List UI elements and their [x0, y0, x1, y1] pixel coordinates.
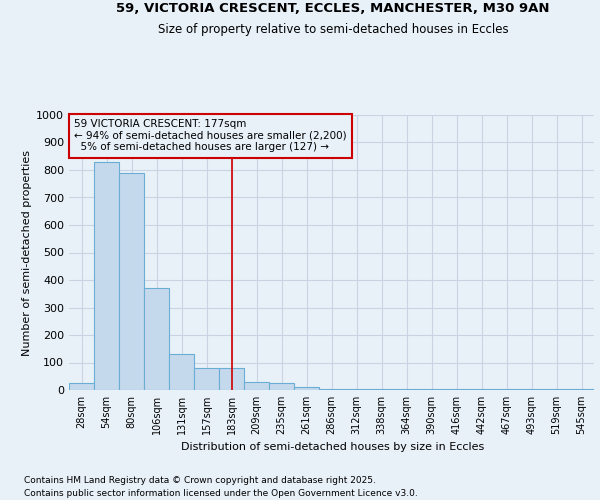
Bar	[295, 387, 319, 390]
Bar	[319, 388, 344, 390]
Bar	[145, 288, 169, 390]
Text: Distribution of semi-detached houses by size in Eccles: Distribution of semi-detached houses by …	[181, 442, 485, 452]
Bar	[119, 173, 143, 390]
Bar	[70, 383, 94, 390]
Text: 59, VICTORIA CRESCENT, ECCLES, MANCHESTER, M30 9AN: 59, VICTORIA CRESCENT, ECCLES, MANCHESTE…	[116, 2, 550, 16]
Y-axis label: Number of semi-detached properties: Number of semi-detached properties	[22, 150, 32, 356]
Bar	[544, 388, 569, 390]
Bar	[419, 388, 443, 390]
Bar	[469, 388, 494, 390]
Bar	[394, 388, 419, 390]
Bar	[520, 388, 544, 390]
Text: 59 VICTORIA CRESCENT: 177sqm
← 94% of semi-detached houses are smaller (2,200)
 : 59 VICTORIA CRESCENT: 177sqm ← 94% of se…	[74, 119, 347, 152]
Bar	[344, 388, 368, 390]
Bar	[269, 383, 293, 390]
Bar	[569, 388, 593, 390]
Bar	[494, 388, 518, 390]
Bar	[94, 162, 119, 390]
Bar	[169, 354, 194, 390]
Bar	[445, 388, 469, 390]
Text: Size of property relative to semi-detached houses in Eccles: Size of property relative to semi-detach…	[158, 22, 508, 36]
Bar	[244, 382, 269, 390]
Bar	[370, 388, 394, 390]
Bar	[220, 368, 244, 390]
Bar	[194, 368, 218, 390]
Text: Contains public sector information licensed under the Open Government Licence v3: Contains public sector information licen…	[24, 489, 418, 498]
Text: Contains HM Land Registry data © Crown copyright and database right 2025.: Contains HM Land Registry data © Crown c…	[24, 476, 376, 485]
